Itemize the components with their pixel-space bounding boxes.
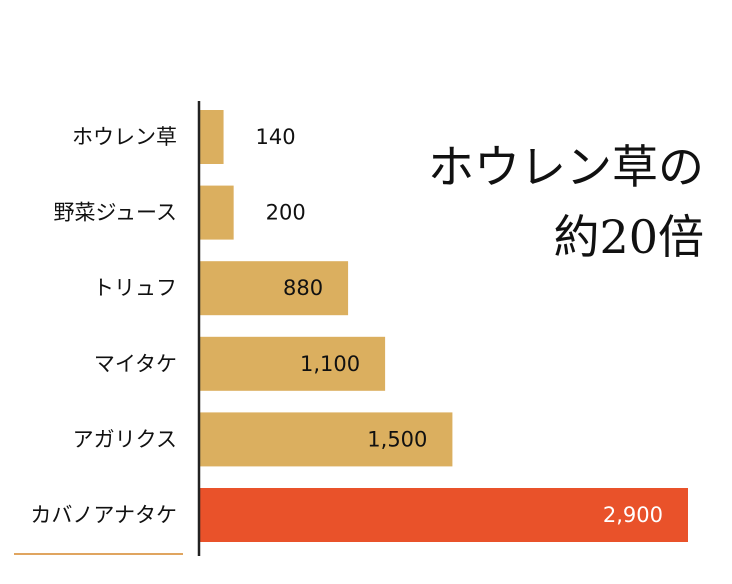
value-label-2: 200 — [266, 201, 306, 225]
headline-line-2: 約20倍 — [553, 210, 704, 264]
value-label-5: 1,500 — [367, 427, 427, 451]
bar-4 — [200, 336, 386, 391]
category-label-2: 野菜ジュース — [54, 201, 177, 225]
bar-3 — [200, 261, 349, 316]
bar-5 — [200, 412, 453, 467]
category-label-1: ホウレン草 — [72, 125, 177, 149]
category-label-4: マイタケ — [94, 352, 177, 376]
bar-1 — [200, 110, 224, 164]
value-label-3: 880 — [283, 276, 323, 300]
value-label-4: 1,100 — [300, 352, 360, 376]
bar-2 — [200, 185, 234, 240]
value-label-1: 140 — [256, 125, 296, 149]
category-label-5: アガリクス — [73, 427, 177, 451]
headline-line-1: ホウレン草の — [428, 140, 704, 194]
category-label-6: カバノアナタケ — [30, 503, 177, 527]
bar-6 — [200, 488, 688, 542]
value-label-6: 2,900 — [603, 503, 663, 527]
category-label-3: トリュフ — [93, 276, 177, 300]
